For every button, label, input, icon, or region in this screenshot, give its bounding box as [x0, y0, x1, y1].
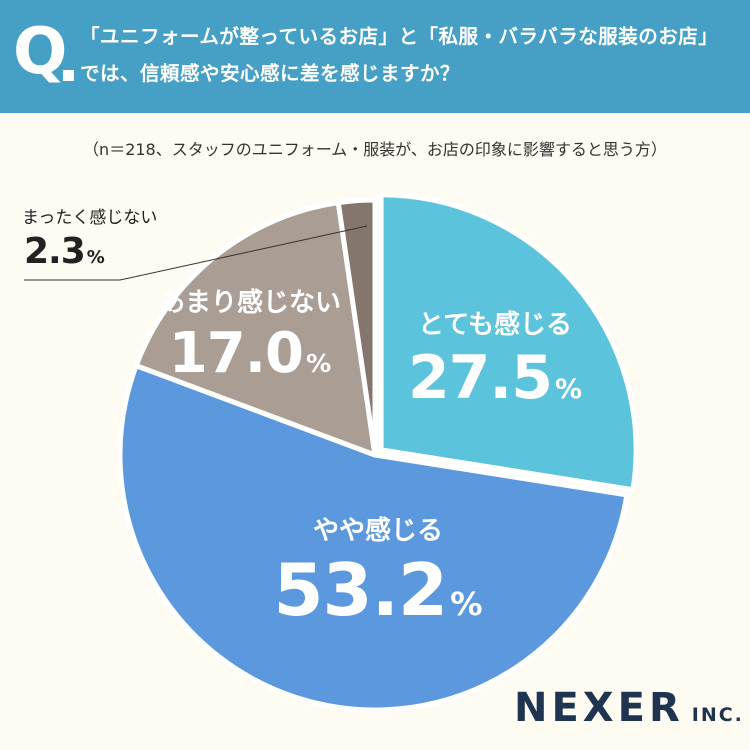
question-header: Q 「ユニフォームが整っているお店」と「私服・バラバラな服装のお店」 では、信頼… [0, 0, 750, 113]
question-line-1: 「ユニフォームが整っているお店」と「私服・バラバラな服装のお店」 [80, 25, 719, 48]
q-mark: Q [13, 15, 68, 89]
label-strong-name: とても感じる [418, 310, 572, 340]
pie-slices [117, 192, 639, 713]
label-not-much: あまり感じない 17.0% [140, 290, 360, 382]
label-strong: とても感じる 27.5% [375, 312, 615, 408]
label-strong-value: 27.5% [407, 343, 583, 413]
sample-note: （n＝218、スタッフのユニフォーム・服装が、お店の印象に影響すると思う方） [83, 140, 667, 159]
label-not-at-all-name: まったく感じない [22, 208, 158, 228]
label-not-much-name: あまり感じない [158, 288, 341, 318]
q-dot [63, 70, 74, 81]
pie-slice-not-much [133, 200, 378, 458]
label-not-at-all-value: 2.3% [24, 231, 105, 272]
label-some-name: やや感じる [312, 516, 443, 546]
label-some-value: 53.2% [273, 548, 483, 632]
pie-slice-not-at-all [335, 197, 378, 458]
pie-slice-strong [378, 192, 639, 493]
label-not-much-value: 17.0% [168, 321, 332, 386]
leader-line-not-at-all [119, 225, 368, 281]
question-line-2: では、信頼感や安心感に差を感じますか？ [80, 62, 461, 85]
nexer-logo: NEXER INC. [514, 685, 744, 731]
label-some: やや感じる 53.2% [248, 518, 508, 626]
pie-slice-some [117, 363, 630, 713]
